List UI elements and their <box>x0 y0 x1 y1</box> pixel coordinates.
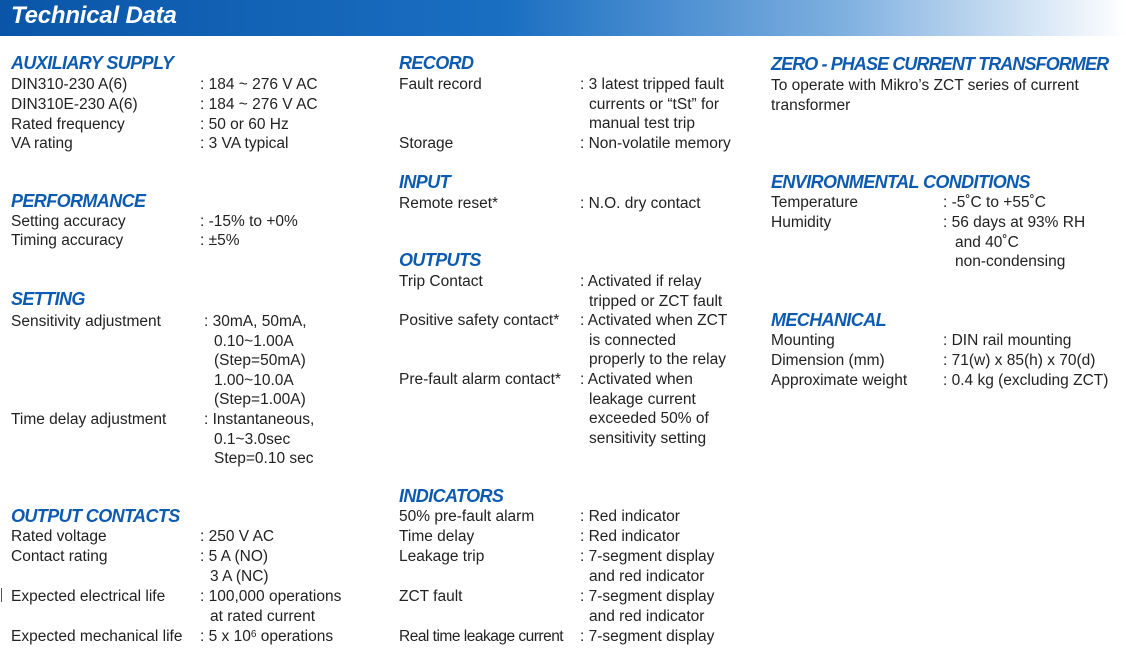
spec-label: VA rating <box>11 135 73 152</box>
spec-value: : 3 latest tripped fault <box>580 76 724 93</box>
spec-label: Humidity <box>771 214 832 231</box>
section-title-mechanical: MECHANICAL <box>771 310 887 330</box>
spec-value: : Activated when ZCT <box>580 312 728 329</box>
spec-label: Temperature <box>771 194 859 211</box>
spec-label: ZCT fault <box>399 588 463 605</box>
spec-value: Step=0.10 sec <box>214 450 314 468</box>
spec-value: : 0.4 kg (excluding ZCT) <box>943 372 1109 389</box>
spec-label: Time delay <box>399 528 475 545</box>
section-title-output-contacts: OUTPUT CONTACTS <box>11 506 180 526</box>
spec-value: : 7-segment display <box>580 548 715 565</box>
spec-label: Fault record <box>399 76 482 93</box>
spec-label: Real time leakage current <box>399 628 564 645</box>
spec-label: DIN310E-230 A(6) <box>11 96 138 113</box>
spec-label: Rated frequency <box>11 116 125 133</box>
section-title-indicators: INDICATORS <box>399 486 504 506</box>
section-title-setting: SETTING <box>11 289 85 309</box>
spec-value: : 7-segment display <box>580 588 715 605</box>
spec-value: : Red indicator <box>580 528 680 545</box>
spec-value: : ±5% <box>200 232 240 249</box>
spec-value: : Instantaneous, <box>204 411 315 428</box>
spec-value: : 30mA, 50mA, <box>204 313 307 330</box>
section-title-outputs: OUTPUTS <box>399 250 481 270</box>
spec-value: currents or “tSt” for <box>589 95 720 113</box>
spec-value: : DIN rail mounting <box>943 332 1072 349</box>
spec-label: Approximate weight <box>771 372 908 389</box>
spec-label: Setting accuracy <box>11 213 126 230</box>
spec-value: : Red indicator <box>580 508 680 525</box>
spec-value: : 184 ~ 276 V AC <box>200 76 318 93</box>
zct-description: To operate with Mikro’s ZCT series of cu… <box>771 77 1079 114</box>
spec-label: Expected mechanical life <box>11 628 183 645</box>
spec-label: Mounting <box>771 332 835 349</box>
spec-label: Leakage trip <box>399 548 485 565</box>
spec-label: Sensitivity adjustment <box>11 313 161 330</box>
spec-value: 1.00~10.0A <box>214 371 294 389</box>
spec-value: : 100,000 operations <box>200 588 342 605</box>
spec-value: : 5 A (NO) <box>200 548 269 565</box>
section-title-performance: PERFORMANCE <box>11 191 146 211</box>
spec-label: Storage <box>399 135 454 152</box>
section-title-auxiliary-supply: AUXILIARY SUPPLY <box>11 53 174 73</box>
spec-value: 3 A (NC) <box>210 567 269 585</box>
spec-value: : 3 VA typical <box>200 135 289 152</box>
spec-value: is connected <box>589 331 677 349</box>
spec-value: : 5 x 106 operations <box>200 628 334 645</box>
spec-label: 50% pre-fault alarm <box>399 508 535 525</box>
spec-label: Contact rating <box>11 548 108 565</box>
spec-label: Positive safety contact* <box>399 312 560 329</box>
spec-label: Remote reset* <box>399 195 499 212</box>
page-title: Technical Data <box>11 2 177 29</box>
spec-value: : -15% to +0% <box>200 213 298 230</box>
spec-value: and 40˚C <box>955 233 1019 251</box>
spec-value: properly to the relay <box>589 351 726 369</box>
spec-label: Pre-fault alarm contact* <box>399 371 561 388</box>
spec-value: non-condensing <box>955 253 1066 271</box>
spec-value: : 184 ~ 276 V AC <box>200 96 318 113</box>
spec-value: : Non-volatile memory <box>580 135 731 152</box>
spec-value: : 71(w) x 85(h) x 70(d) <box>943 352 1096 369</box>
spec-value: : Activated if relay <box>580 273 702 290</box>
spec-value: and red indicator <box>589 607 705 625</box>
spec-label: Time delay adjustment <box>11 411 167 428</box>
spec-value: (Step=1.00A) <box>214 391 306 409</box>
section-title-zct: ZERO - PHASE CURRENT TRANSFORMER <box>771 54 1109 74</box>
spec-label: Dimension (mm) <box>771 352 885 369</box>
spec-value: (Step=50mA) <box>214 352 306 370</box>
spec-label: Expected electrical life <box>11 588 166 605</box>
spec-value: : 250 V AC <box>200 528 275 545</box>
spec-label: Trip Contact <box>399 273 483 290</box>
spec-value: 0.1~3.0sec <box>214 430 291 448</box>
spec-value: : 7-segment display <box>580 628 715 645</box>
spec-value: : 50 or 60 Hz <box>200 116 289 133</box>
spec-value: at rated current <box>210 607 316 625</box>
section-title-record: RECORD <box>399 53 474 73</box>
spec-value: and red indicator <box>589 567 705 585</box>
spec-value: : N.O. dry contact <box>580 195 701 212</box>
spec-value: : -5˚C to +55˚C <box>943 194 1046 211</box>
spec-label: Rated voltage <box>11 528 107 545</box>
spec-value: sensitivity setting <box>589 429 707 447</box>
header-banner: Technical Data <box>0 0 1126 36</box>
spec-value: tripped or ZCT fault <box>589 292 723 310</box>
spec-value: leakage current <box>589 390 696 408</box>
spec-value: exceeded 50% of <box>589 410 709 428</box>
spec-value: : Activated when <box>580 371 693 388</box>
spec-label: Timing accuracy <box>11 232 124 249</box>
section-title-environmental: ENVIRONMENTAL CONDITIONS <box>771 172 1031 192</box>
divider <box>1 588 2 602</box>
spec-value: : 56 days at 93% RH <box>943 214 1086 231</box>
spec-label: DIN310-230 A(6) <box>11 76 128 93</box>
section-title-input: INPUT <box>399 172 451 192</box>
spec-value: manual test trip <box>589 115 695 133</box>
spec-value: 0.10~1.00A <box>214 332 294 350</box>
